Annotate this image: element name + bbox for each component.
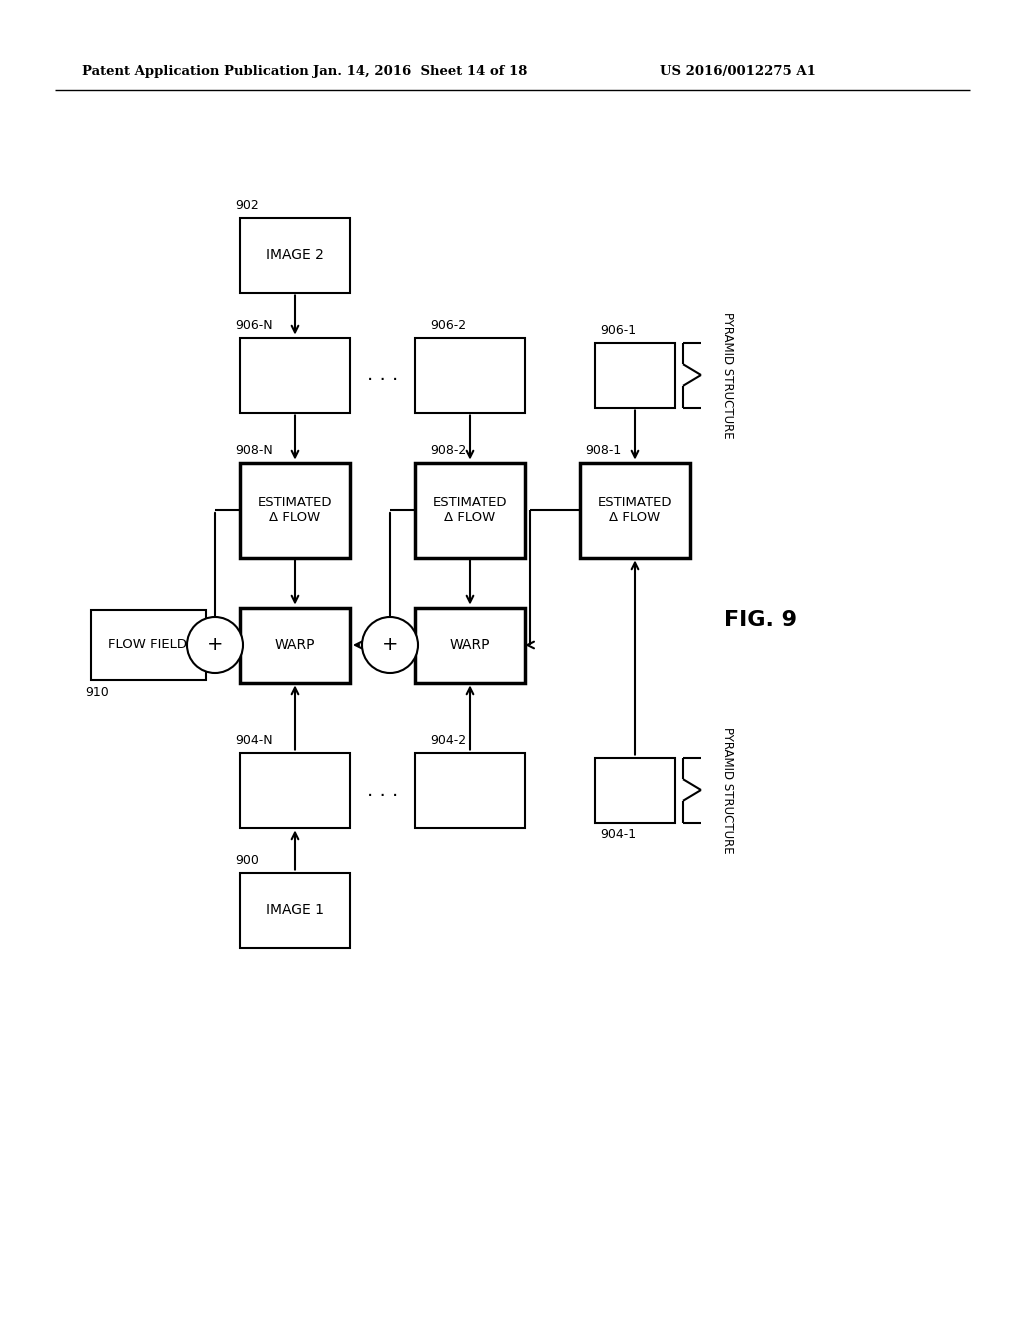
Text: 904-2: 904-2 <box>430 734 466 747</box>
Bar <box>415 338 525 412</box>
Text: 908-2: 908-2 <box>430 444 466 457</box>
Text: +: + <box>382 635 398 655</box>
Text: ESTIMATED
Δ FLOW: ESTIMATED Δ FLOW <box>598 496 672 524</box>
Text: FLOW FIELD: FLOW FIELD <box>109 639 187 652</box>
Bar <box>415 607 525 682</box>
Circle shape <box>187 616 243 673</box>
Bar <box>595 342 675 408</box>
Text: . . .: . . . <box>367 366 398 384</box>
Text: 906-N: 906-N <box>234 319 272 333</box>
Text: . . .: . . . <box>367 780 398 800</box>
Bar <box>580 462 690 557</box>
Text: 908-N: 908-N <box>234 444 272 457</box>
Bar <box>415 752 525 828</box>
Text: 904-N: 904-N <box>234 734 272 747</box>
Text: IMAGE 2: IMAGE 2 <box>266 248 324 261</box>
Bar <box>595 758 675 822</box>
Text: WARP: WARP <box>450 638 490 652</box>
Text: US 2016/0012275 A1: US 2016/0012275 A1 <box>660 66 816 78</box>
Text: 902: 902 <box>234 199 259 213</box>
Text: 906-2: 906-2 <box>430 319 466 333</box>
Text: PYRAMID STRUCTURE: PYRAMID STRUCTURE <box>722 312 734 438</box>
Bar <box>240 752 350 828</box>
Text: 906-1: 906-1 <box>600 323 636 337</box>
Text: WARP: WARP <box>274 638 315 652</box>
Bar <box>240 462 350 557</box>
Text: +: + <box>207 635 223 655</box>
Text: 900: 900 <box>234 854 259 867</box>
Text: 908-1: 908-1 <box>585 444 622 457</box>
Text: PYRAMID STRUCTURE: PYRAMID STRUCTURE <box>722 727 734 853</box>
Bar <box>240 218 350 293</box>
Text: 910: 910 <box>85 685 110 698</box>
Text: FIG. 9: FIG. 9 <box>724 610 797 630</box>
Bar <box>240 607 350 682</box>
Bar <box>90 610 206 680</box>
Text: Jan. 14, 2016  Sheet 14 of 18: Jan. 14, 2016 Sheet 14 of 18 <box>312 66 527 78</box>
Text: ESTIMATED
Δ FLOW: ESTIMATED Δ FLOW <box>258 496 332 524</box>
Text: Patent Application Publication: Patent Application Publication <box>82 66 309 78</box>
Bar <box>415 462 525 557</box>
Bar <box>240 338 350 412</box>
Bar <box>240 873 350 948</box>
Text: IMAGE 1: IMAGE 1 <box>266 903 324 917</box>
Text: ESTIMATED
Δ FLOW: ESTIMATED Δ FLOW <box>433 496 507 524</box>
Circle shape <box>362 616 418 673</box>
Text: 904-1: 904-1 <box>600 828 636 841</box>
